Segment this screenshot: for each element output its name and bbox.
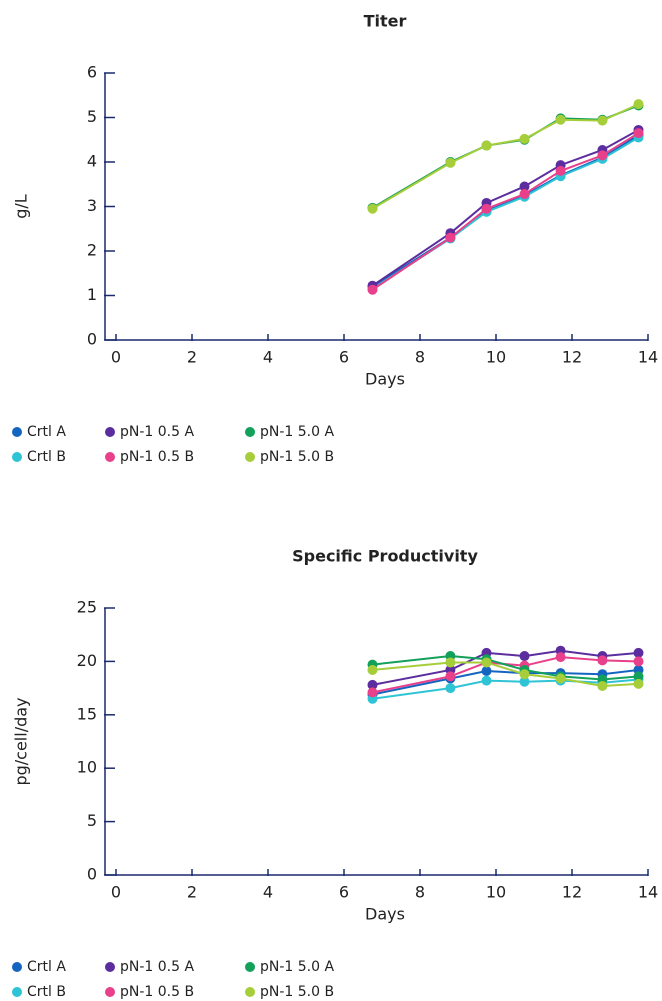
y-tick-label: 4: [87, 152, 97, 171]
legend-label: Crtl A: [27, 424, 66, 440]
legend-label: pN-1 5.0 A: [260, 424, 334, 440]
data-point: [597, 150, 608, 161]
legend-swatch: [245, 427, 255, 437]
x-tick-label: 14: [638, 348, 658, 367]
legend-label: pN-1 0.5 A: [120, 959, 194, 975]
legend-label: pN-1 0.5 B: [120, 984, 194, 1000]
legend-swatch: [105, 427, 115, 437]
x-tick-label: 2: [187, 348, 197, 367]
legend-label: pN-1 5.0 B: [260, 984, 334, 1000]
x-tick-label: 12: [562, 883, 582, 902]
legend-swatch: [105, 962, 115, 972]
data-point: [555, 114, 566, 125]
data-point: [445, 671, 456, 682]
legend-swatch: [245, 452, 255, 462]
y-tick-label: 20: [77, 651, 97, 670]
legend-label: Crtl B: [27, 984, 66, 1000]
data-point: [633, 656, 644, 667]
x-tick-label: 0: [111, 348, 121, 367]
x-tick-label: 14: [638, 883, 658, 902]
x-tick-label: 8: [415, 348, 425, 367]
data-point: [445, 157, 456, 168]
y-tick-label: 5: [87, 811, 97, 830]
legend-swatch: [12, 962, 22, 972]
x-tick-label: 4: [263, 883, 273, 902]
data-point: [481, 657, 492, 668]
data-point: [445, 683, 456, 694]
data-point: [519, 189, 530, 200]
data-point: [555, 652, 566, 663]
data-point: [519, 669, 530, 680]
data-point: [445, 232, 456, 243]
data-point: [519, 133, 530, 144]
y-tick-label: 2: [87, 241, 97, 260]
y-tick-label: 0: [87, 865, 97, 884]
y-tick-label: 25: [77, 598, 97, 617]
data-point: [555, 673, 566, 684]
data-point: [519, 676, 530, 687]
y-tick-label: 6: [87, 63, 97, 82]
legend-swatch: [12, 987, 22, 997]
x-tick-label: 6: [339, 883, 349, 902]
data-point: [633, 128, 644, 139]
data-point: [519, 181, 530, 192]
data-point: [555, 165, 566, 176]
data-point: [445, 657, 456, 668]
data-point: [367, 687, 378, 698]
x-tick-label: 4: [263, 348, 273, 367]
y-tick-label: 5: [87, 107, 97, 126]
y-tick-label: 1: [87, 285, 97, 304]
legend-label: Crtl A: [27, 959, 66, 975]
legend-label: pN-1 5.0 B: [260, 449, 334, 465]
data-point: [519, 651, 530, 662]
y-axis-label: g/L: [12, 194, 31, 219]
y-tick-label: 10: [77, 758, 97, 777]
x-tick-label: 8: [415, 883, 425, 902]
data-point: [367, 664, 378, 675]
x-tick-label: 6: [339, 348, 349, 367]
data-point: [597, 655, 608, 666]
data-point: [633, 678, 644, 689]
legend-swatch: [105, 987, 115, 997]
data-point: [481, 203, 492, 214]
legend-label: Crtl B: [27, 449, 66, 465]
x-tick-label: 2: [187, 883, 197, 902]
data-point: [367, 679, 378, 690]
data-point: [633, 99, 644, 110]
legend-label: pN-1 0.5 A: [120, 424, 194, 440]
x-tick-label: 10: [486, 348, 506, 367]
x-tick-label: 12: [562, 348, 582, 367]
data-point: [367, 284, 378, 295]
data-point: [481, 666, 492, 677]
legend-swatch: [245, 962, 255, 972]
data-point: [633, 647, 644, 658]
data-point: [481, 675, 492, 686]
x-axis-label: Days: [365, 905, 405, 924]
y-tick-label: 15: [77, 704, 97, 723]
legend-label: pN-1 5.0 A: [260, 959, 334, 975]
y-tick-label: 0: [87, 330, 97, 349]
x-tick-label: 0: [111, 883, 121, 902]
data-point: [597, 680, 608, 691]
legend-label: pN-1 0.5 B: [120, 449, 194, 465]
legend-swatch: [105, 452, 115, 462]
chart-title: Titer: [364, 12, 407, 31]
data-point: [367, 203, 378, 214]
data-point: [481, 140, 492, 151]
legend-swatch: [245, 987, 255, 997]
y-tick-label: 3: [87, 196, 97, 215]
data-point: [597, 115, 608, 126]
x-tick-label: 10: [486, 883, 506, 902]
y-axis-label: pg/cell/day: [12, 697, 31, 785]
x-axis-label: Days: [365, 370, 405, 389]
legend-swatch: [12, 427, 22, 437]
chart-title: Specific Productivity: [292, 547, 478, 566]
data-point: [633, 671, 644, 682]
legend-swatch: [12, 452, 22, 462]
